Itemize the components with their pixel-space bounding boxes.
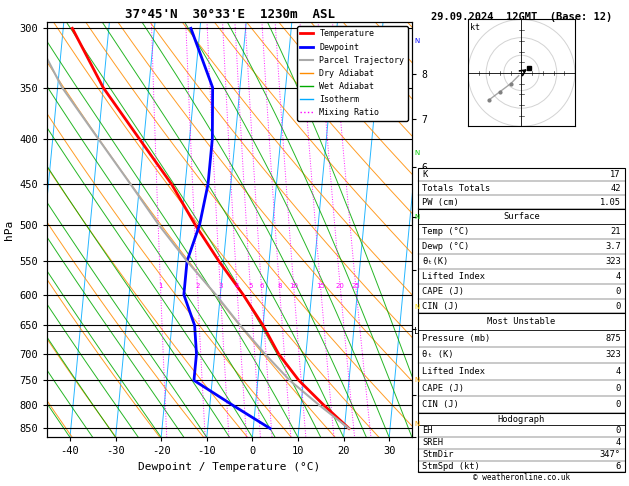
Text: 3.7: 3.7 — [605, 242, 621, 251]
Text: Lifted Index: Lifted Index — [422, 272, 485, 280]
Text: CIN (J): CIN (J) — [422, 301, 459, 311]
Text: StmSpd (kt): StmSpd (kt) — [422, 462, 480, 471]
Text: Totals Totals: Totals Totals — [422, 184, 491, 193]
Text: N: N — [414, 304, 419, 310]
Text: CAPE (J): CAPE (J) — [422, 383, 464, 393]
Text: N: N — [414, 377, 419, 383]
Text: SREH: SREH — [422, 438, 443, 447]
Text: 0: 0 — [616, 383, 621, 393]
Text: 2: 2 — [195, 283, 199, 289]
Text: Hodograph: Hodograph — [498, 415, 545, 423]
Text: θₜ(K): θₜ(K) — [422, 257, 448, 266]
Text: 6: 6 — [616, 462, 621, 471]
Text: 1: 1 — [159, 283, 163, 289]
Text: θₜ (K): θₜ (K) — [422, 350, 454, 360]
Text: N: N — [414, 38, 419, 44]
Text: 42: 42 — [610, 184, 621, 193]
Text: Dewp (°C): Dewp (°C) — [422, 242, 469, 251]
Text: 20: 20 — [336, 283, 345, 289]
Text: 4: 4 — [616, 367, 621, 376]
Y-axis label: km
ASL: km ASL — [435, 219, 452, 241]
Text: 0: 0 — [616, 400, 621, 409]
Text: 3: 3 — [218, 283, 223, 289]
Text: 323: 323 — [605, 350, 621, 360]
Text: CIN (J): CIN (J) — [422, 400, 459, 409]
Text: kt: kt — [470, 23, 480, 32]
Text: N: N — [414, 421, 419, 427]
Text: CAPE (J): CAPE (J) — [422, 287, 464, 295]
Text: 21: 21 — [610, 227, 621, 236]
Text: 0: 0 — [616, 426, 621, 435]
Text: 4: 4 — [616, 272, 621, 280]
Text: 323: 323 — [605, 257, 621, 266]
Text: 8: 8 — [277, 283, 282, 289]
Text: LCL: LCL — [414, 327, 430, 336]
Text: 347°: 347° — [600, 450, 621, 459]
Text: N: N — [414, 150, 419, 156]
X-axis label: Dewpoint / Temperature (°C): Dewpoint / Temperature (°C) — [138, 462, 321, 472]
Text: 25: 25 — [352, 283, 360, 289]
Text: Temp (°C): Temp (°C) — [422, 227, 469, 236]
Text: Pressure (mb): Pressure (mb) — [422, 334, 491, 343]
Title: 37°45'N  30°33'E  1230m  ASL: 37°45'N 30°33'E 1230m ASL — [125, 8, 335, 21]
Text: Lifted Index: Lifted Index — [422, 367, 485, 376]
Text: K: K — [422, 170, 427, 179]
Text: EH: EH — [422, 426, 433, 435]
Text: 4: 4 — [616, 438, 621, 447]
Text: 29.09.2024  12GMT  (Base: 12): 29.09.2024 12GMT (Base: 12) — [431, 12, 612, 22]
Text: 0: 0 — [616, 301, 621, 311]
Text: PW (cm): PW (cm) — [422, 198, 459, 207]
Text: 17: 17 — [610, 170, 621, 179]
Text: 10: 10 — [289, 283, 298, 289]
Legend: Temperature, Dewpoint, Parcel Trajectory, Dry Adiabat, Wet Adiabat, Isotherm, Mi: Temperature, Dewpoint, Parcel Trajectory… — [297, 26, 408, 121]
Text: © weatheronline.co.uk: © weatheronline.co.uk — [473, 473, 570, 482]
Text: 875: 875 — [605, 334, 621, 343]
Text: Most Unstable: Most Unstable — [487, 317, 555, 326]
Text: 1.05: 1.05 — [600, 198, 621, 207]
Text: 15: 15 — [316, 283, 325, 289]
Text: Surface: Surface — [503, 212, 540, 221]
Text: N: N — [414, 214, 419, 220]
Y-axis label: hPa: hPa — [4, 220, 14, 240]
Text: 5: 5 — [248, 283, 253, 289]
Text: StmDir: StmDir — [422, 450, 454, 459]
Text: 4: 4 — [235, 283, 239, 289]
Text: 0: 0 — [616, 287, 621, 295]
Text: 6: 6 — [259, 283, 264, 289]
